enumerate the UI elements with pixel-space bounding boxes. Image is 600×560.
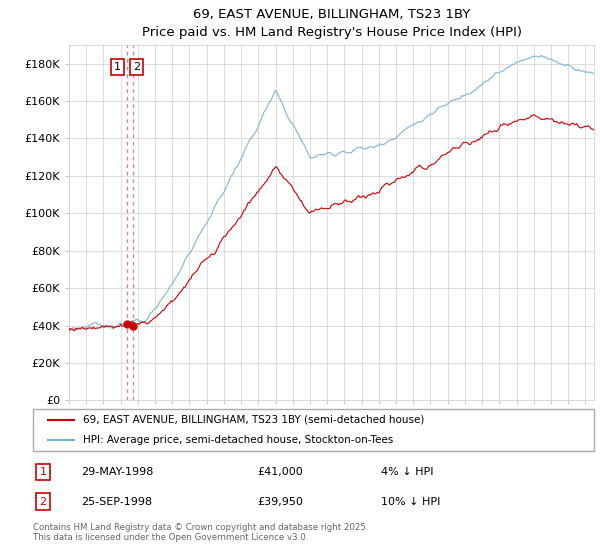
Text: HPI: Average price, semi-detached house, Stockton-on-Tees: HPI: Average price, semi-detached house,… <box>83 435 394 445</box>
Text: 69, EAST AVENUE, BILLINGHAM, TS23 1BY (semi-detached house): 69, EAST AVENUE, BILLINGHAM, TS23 1BY (s… <box>83 415 425 424</box>
Text: 10% ↓ HPI: 10% ↓ HPI <box>381 497 440 507</box>
Text: £41,000: £41,000 <box>257 467 303 477</box>
Text: 4% ↓ HPI: 4% ↓ HPI <box>381 467 433 477</box>
Text: 2: 2 <box>133 62 140 72</box>
Text: £39,950: £39,950 <box>257 497 303 507</box>
Text: 29-MAY-1998: 29-MAY-1998 <box>80 467 153 477</box>
Text: 2: 2 <box>40 497 47 507</box>
Text: 1: 1 <box>40 467 47 477</box>
Text: 25-SEP-1998: 25-SEP-1998 <box>80 497 152 507</box>
Text: Contains HM Land Registry data © Crown copyright and database right 2025.
This d: Contains HM Land Registry data © Crown c… <box>33 523 368 542</box>
FancyBboxPatch shape <box>33 409 594 451</box>
Title: 69, EAST AVENUE, BILLINGHAM, TS23 1BY
Price paid vs. HM Land Registry's House Pr: 69, EAST AVENUE, BILLINGHAM, TS23 1BY Pr… <box>142 8 521 39</box>
Text: 1: 1 <box>114 62 121 72</box>
